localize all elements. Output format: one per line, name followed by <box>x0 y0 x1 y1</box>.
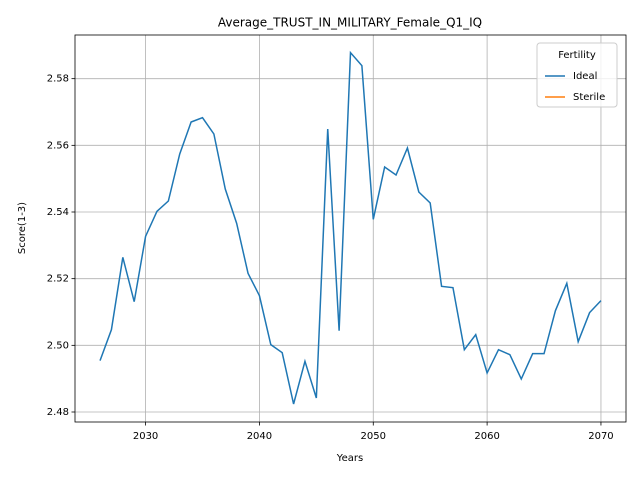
x-tick-label: 2060 <box>474 431 499 442</box>
x-tick-label: 2050 <box>361 431 386 442</box>
legend: Fertility Ideal Sterile <box>536 42 618 108</box>
legend-title: Fertility <box>558 50 596 61</box>
y-tick-label: 2.48 <box>47 407 69 418</box>
x-tick-label: 2030 <box>133 431 158 442</box>
y-tick-label: 2.50 <box>47 340 69 351</box>
x-tick-label: 2040 <box>247 431 272 442</box>
legend-label: Ideal <box>573 71 597 82</box>
y-tick-label: 2.58 <box>47 74 69 85</box>
x-tick-label: 2070 <box>588 431 613 442</box>
y-tick-label: 2.54 <box>47 207 69 218</box>
y-axis-label: Score(1-3) <box>17 202 28 254</box>
series-line <box>99 50 602 405</box>
legend-label: Sterile <box>573 92 605 103</box>
legend-frame <box>536 42 618 108</box>
y-tick-label: 2.56 <box>47 140 69 151</box>
y-tick-label: 2.52 <box>47 274 69 285</box>
chart-title: Average_TRUST_IN_MILITARY_Female_Q1_IQ <box>218 16 482 30</box>
plot <box>99 50 602 405</box>
x-axis-label: Years <box>336 453 363 464</box>
plot-frame <box>74 34 627 423</box>
